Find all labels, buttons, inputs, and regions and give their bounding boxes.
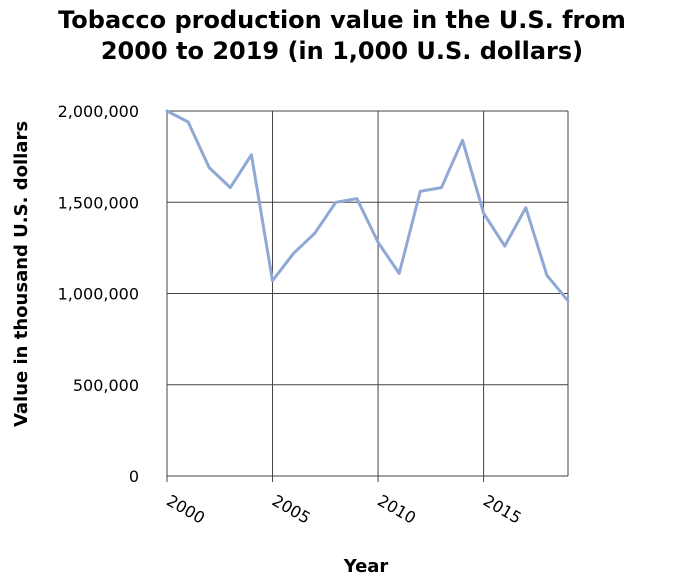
- chart-title-line-2: 2000 to 2019 (in 1,000 U.S. dollars): [101, 37, 583, 65]
- y-tick-label: 1,000,000: [58, 285, 139, 304]
- y-axis-label: Value in thousand U.S. dollars: [11, 121, 32, 427]
- x-tick-label: 2015: [480, 491, 525, 528]
- y-tick-label: 1,500,000: [58, 193, 139, 212]
- x-tick-label: 2000: [163, 491, 208, 528]
- chart-title-line-1: Tobacco production value in the U.S. fro…: [58, 6, 626, 34]
- x-axis-label: Year: [343, 556, 389, 577]
- series-line-tobacco-value: [165, 109, 570, 303]
- y-tick-label: 2,000,000: [58, 102, 139, 121]
- x-tick-label: 2005: [269, 491, 314, 528]
- grid: [166, 110, 569, 476]
- axes: [166, 475, 568, 482]
- tick-labels: 0 500,000 1,000,000 1,500,000 2,000,000 2000 2…: [58, 102, 525, 528]
- x-tick-label: 2010: [374, 491, 419, 528]
- y-tick-label: 0: [129, 467, 139, 486]
- y-tick-label: 500,000: [73, 376, 139, 395]
- series-line: [165, 109, 570, 303]
